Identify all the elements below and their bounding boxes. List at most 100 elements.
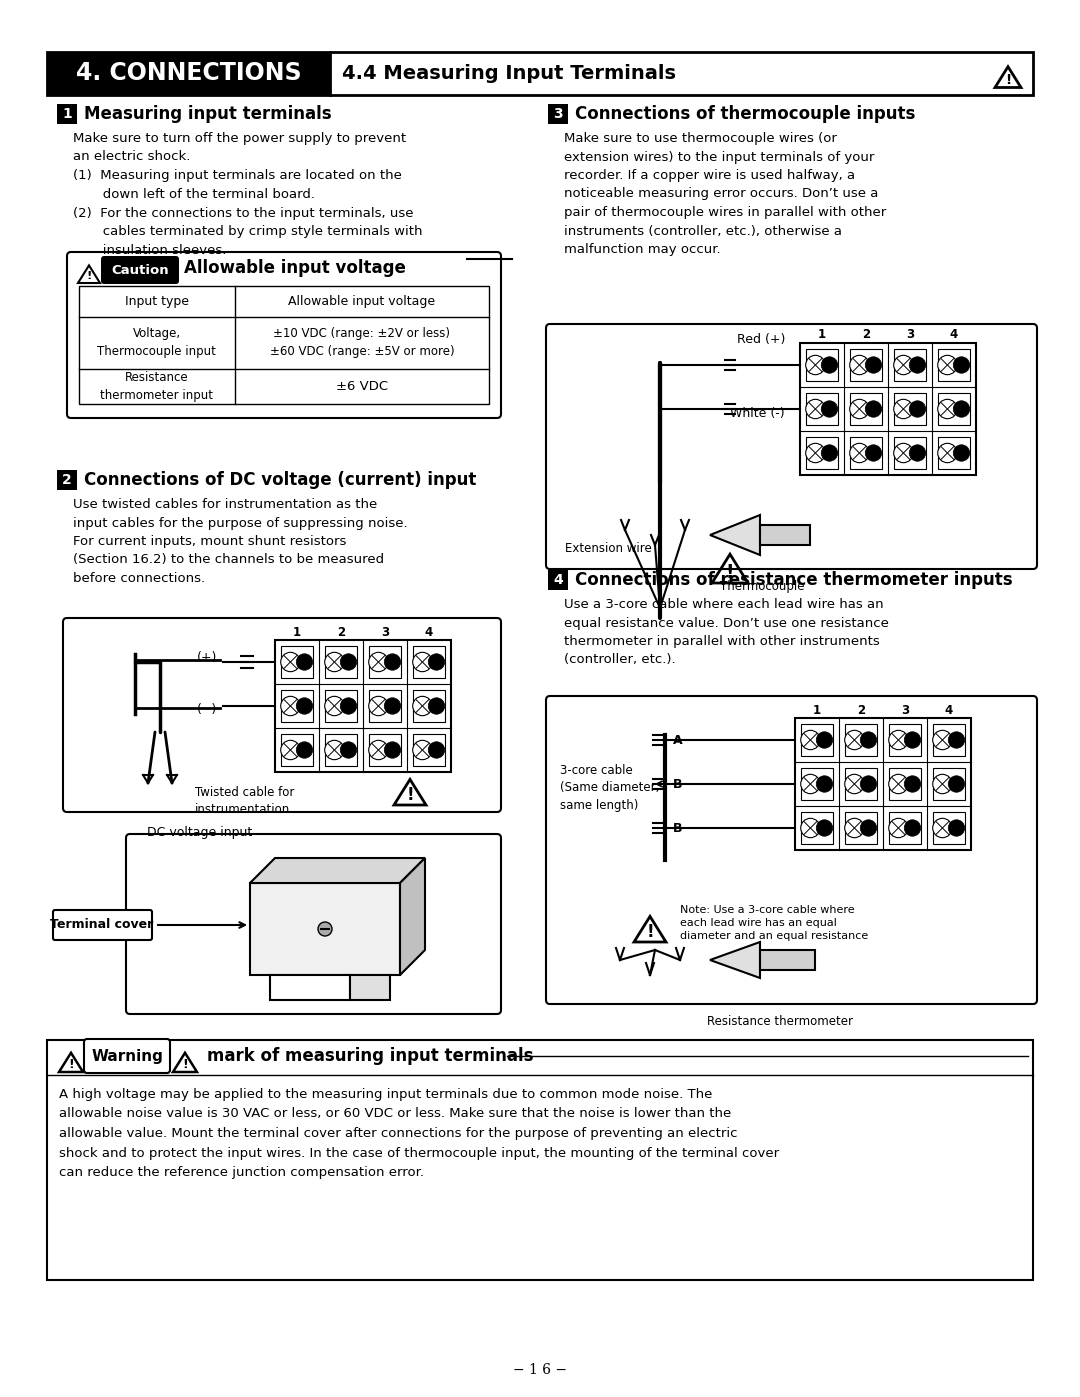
Circle shape [413, 740, 432, 760]
Bar [414, 647, 445, 678]
Text: 2: 2 [63, 474, 72, 488]
Bar [760, 525, 810, 545]
Bar [325, 690, 356, 722]
Circle shape [296, 654, 313, 671]
Bar [548, 570, 568, 590]
Bar [889, 768, 921, 800]
Text: Thermocouple: Thermocouple [720, 580, 805, 592]
Bar [894, 349, 926, 381]
Circle shape [429, 654, 445, 671]
Bar [894, 393, 926, 425]
Circle shape [948, 775, 964, 792]
Text: Terminal cover: Terminal cover [51, 918, 153, 932]
Text: ±10 VDC (range: ±2V or less)
±60 VDC (range: ±5V or more): ±10 VDC (range: ±2V or less) ±60 VDC (ra… [270, 327, 455, 358]
Circle shape [850, 400, 869, 419]
Bar [801, 724, 833, 756]
Bar [48, 1039, 1032, 1280]
Text: 4: 4 [424, 626, 433, 638]
Circle shape [850, 443, 869, 462]
Bar [369, 647, 401, 678]
Polygon shape [710, 515, 760, 555]
Circle shape [933, 774, 953, 793]
Text: Use a 3-core cable where each lead wire has an
equal resistance value. Don’t use: Use a 3-core cable where each lead wire … [564, 598, 889, 666]
Circle shape [861, 732, 877, 749]
Text: 3: 3 [901, 704, 909, 717]
Circle shape [800, 774, 820, 793]
FancyBboxPatch shape [53, 909, 152, 940]
Text: A high voltage may be applied to the measuring input terminals due to common mod: A high voltage may be applied to the mea… [59, 1088, 779, 1179]
Circle shape [948, 820, 964, 837]
Text: Voltage,
Thermocouple input: Voltage, Thermocouple input [97, 327, 216, 358]
Circle shape [821, 444, 838, 461]
Bar [801, 768, 833, 800]
Circle shape [413, 696, 432, 715]
Polygon shape [710, 942, 760, 978]
Bar [846, 724, 877, 756]
Circle shape [325, 740, 345, 760]
Circle shape [800, 731, 820, 750]
Bar [939, 437, 970, 469]
Circle shape [281, 740, 300, 760]
Bar [806, 437, 838, 469]
Text: 4: 4 [950, 328, 958, 341]
Bar [894, 437, 926, 469]
Text: mark of measuring input terminals: mark of measuring input terminals [207, 1046, 534, 1065]
Circle shape [800, 819, 820, 838]
FancyBboxPatch shape [67, 251, 501, 418]
Bar [57, 103, 77, 124]
Circle shape [909, 444, 926, 461]
Text: Make sure to turn off the power supply to prevent
an electric shock.: Make sure to turn off the power supply t… [73, 131, 406, 163]
Text: 1: 1 [63, 108, 72, 122]
Text: Input type: Input type [125, 295, 189, 307]
Circle shape [937, 400, 957, 419]
Circle shape [865, 444, 881, 461]
Circle shape [937, 443, 957, 462]
Bar [48, 52, 1032, 95]
Text: (2)  For the connections to the input terminals, use
       cables terminated by: (2) For the connections to the input ter… [73, 207, 422, 257]
Text: 2: 2 [337, 626, 346, 638]
Polygon shape [249, 858, 426, 883]
Text: !: ! [183, 1058, 188, 1071]
Text: Connections of resistance thermometer inputs: Connections of resistance thermometer in… [575, 571, 1013, 590]
Circle shape [325, 652, 345, 672]
Text: 3-core cable
(Same diameter,
same length): 3-core cable (Same diameter, same length… [561, 764, 660, 812]
Circle shape [904, 820, 921, 837]
Text: 4.4 Measuring Input Terminals: 4.4 Measuring Input Terminals [342, 64, 676, 82]
FancyBboxPatch shape [126, 834, 501, 1014]
Circle shape [889, 731, 908, 750]
Text: 2: 2 [856, 704, 865, 717]
Text: Extension wire: Extension wire [565, 542, 651, 555]
Text: Warning: Warning [91, 1049, 163, 1063]
Circle shape [821, 401, 838, 418]
Circle shape [845, 731, 864, 750]
Circle shape [865, 356, 881, 373]
Circle shape [384, 742, 401, 759]
FancyBboxPatch shape [63, 617, 501, 812]
Text: (+): (+) [197, 651, 217, 665]
Bar [846, 812, 877, 844]
Text: 1: 1 [818, 328, 826, 341]
Text: !: ! [86, 271, 92, 281]
Text: Use twisted cables for instrumentation as the
input cables for the purpose of su: Use twisted cables for instrumentation a… [73, 497, 407, 585]
Circle shape [894, 443, 913, 462]
Circle shape [889, 774, 908, 793]
Circle shape [384, 654, 401, 671]
Text: B: B [673, 821, 683, 834]
Text: Note: Use a 3-core cable where
each lead wire has an equal
diameter and an equal: Note: Use a 3-core cable where each lead… [680, 905, 868, 942]
Text: !: ! [726, 563, 734, 581]
Bar [939, 349, 970, 381]
Text: (−): (−) [197, 704, 217, 717]
Circle shape [806, 443, 825, 462]
Circle shape [948, 732, 964, 749]
Bar [369, 735, 401, 766]
Circle shape [340, 742, 356, 759]
Bar [933, 812, 964, 844]
Bar [850, 393, 882, 425]
Bar [350, 975, 390, 1000]
Text: !: ! [1004, 73, 1011, 87]
Circle shape [318, 922, 332, 936]
FancyBboxPatch shape [546, 324, 1037, 569]
Circle shape [816, 775, 833, 792]
Text: Twisted cable for
instrumentation: Twisted cable for instrumentation [195, 787, 295, 816]
Circle shape [861, 775, 877, 792]
